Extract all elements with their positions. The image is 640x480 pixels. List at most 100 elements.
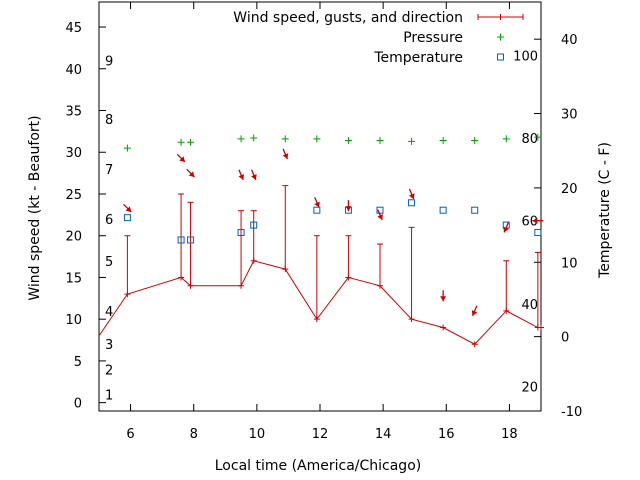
wind-speed-line xyxy=(98,260,541,345)
wind-arrow xyxy=(503,222,510,233)
temperature-point xyxy=(123,214,131,222)
wind-speed-point xyxy=(124,291,131,298)
legend: Wind speed, gusts, and direction Pressure… xyxy=(233,10,524,66)
beaufort-label: 6 xyxy=(105,213,113,228)
legend-label: Wind speed, gusts, and direction xyxy=(233,10,463,26)
y2-tick-label: -10 xyxy=(561,405,582,420)
fahrenheit-label: 40 xyxy=(521,298,538,313)
y-tick-label: 15 xyxy=(65,271,82,286)
wind-speed-point xyxy=(440,324,447,331)
y2-tick-label: 10 xyxy=(561,256,578,271)
pressure-series xyxy=(123,133,542,152)
wind-arrow xyxy=(250,169,257,181)
wind-speed-point xyxy=(238,282,245,289)
wind-arrow-head xyxy=(282,153,289,159)
y-tick-label: 20 xyxy=(65,230,82,245)
legend-swatch-marker xyxy=(497,33,504,41)
wind-speed-series xyxy=(98,257,544,348)
wind-arrow-head xyxy=(314,201,320,208)
wind-arrow xyxy=(377,209,383,221)
pressure-point xyxy=(534,133,542,141)
pressure-point xyxy=(344,137,352,145)
y2-tick-label: 20 xyxy=(561,182,578,197)
wind-speed-point xyxy=(471,341,478,348)
temperature-series xyxy=(123,199,542,244)
x-tick-label: 6 xyxy=(126,427,134,442)
y-tick-label: 10 xyxy=(65,313,82,328)
temperature-point xyxy=(471,206,479,214)
y-axis-title: Wind speed (kt - Beaufort) xyxy=(27,115,43,300)
y2-tick-label: 40 xyxy=(561,33,578,48)
wind-arrow xyxy=(282,148,289,160)
fahrenheit-label: 80 xyxy=(521,132,538,147)
plot-frame xyxy=(98,1,542,412)
pressure-point xyxy=(237,135,245,143)
legend-swatch-marker xyxy=(497,14,504,20)
legend-swatch-marker xyxy=(497,53,504,61)
wind-arrow-head xyxy=(471,310,478,316)
x-tick-label: 16 xyxy=(438,427,455,442)
legend-label: Temperature xyxy=(373,50,463,66)
x-tick-label: 8 xyxy=(190,427,198,442)
pressure-point xyxy=(502,135,510,143)
wind-arrow-head xyxy=(251,174,257,180)
wind-arrow-head xyxy=(377,214,383,220)
pressure-point xyxy=(408,137,416,145)
y2-tick-label: 0 xyxy=(561,331,569,346)
wind-arrow-head xyxy=(503,226,509,233)
wind-speed-point xyxy=(313,316,320,323)
temperature-point xyxy=(250,221,258,229)
pressure-point xyxy=(250,134,258,142)
y-tick-label: 30 xyxy=(65,146,82,161)
x-tick-label: 18 xyxy=(501,427,518,442)
wind-speed-point xyxy=(408,316,415,323)
wind-speed-point xyxy=(345,274,352,281)
pressure-point xyxy=(187,138,195,146)
wind-arrow-head xyxy=(532,217,538,224)
beaufort-label: 7 xyxy=(105,163,113,178)
x-tick-label: 12 xyxy=(312,427,329,442)
wind-speed-point xyxy=(250,257,257,264)
pressure-point xyxy=(376,137,384,145)
wind-arrow xyxy=(408,188,415,200)
legend-label: Pressure xyxy=(403,30,463,46)
wind-speed-point xyxy=(503,307,510,314)
fahrenheit-labels: 20 40 60 80 100 xyxy=(513,50,538,396)
pressure-point xyxy=(123,144,131,152)
beaufort-label: 8 xyxy=(105,113,113,128)
x-tick-label: 10 xyxy=(249,427,266,442)
pressure-point xyxy=(439,137,447,145)
wind-arrow xyxy=(345,200,352,212)
wind-speed-point xyxy=(178,274,185,281)
temperature-point xyxy=(439,206,447,214)
pressure-point xyxy=(313,135,321,143)
y-tick-label: 5 xyxy=(74,355,82,370)
pressure-point xyxy=(471,137,479,145)
wind-arrow xyxy=(238,169,245,181)
wind-arrow xyxy=(471,305,478,317)
wind-speed-point xyxy=(538,324,544,331)
beaufort-label: 1 xyxy=(105,388,113,403)
fahrenheit-label: 100 xyxy=(513,50,538,65)
y-tick-label: 40 xyxy=(65,63,82,78)
wind-arrow xyxy=(186,168,195,178)
wind-arrow-head xyxy=(179,156,185,162)
axes: 6 8 10 12 14 16 18051015202530354045-100102030… xyxy=(65,1,582,442)
wind-arrow xyxy=(176,153,186,163)
temperature-point xyxy=(177,236,185,244)
beaufort-label: 5 xyxy=(105,255,113,270)
wind-speed-point xyxy=(376,282,383,289)
wind-arrow xyxy=(314,197,320,208)
gust-bars xyxy=(124,185,541,328)
wind-arrow xyxy=(532,217,544,224)
wind-arrow-head xyxy=(345,206,352,212)
beaufort-label: 2 xyxy=(105,363,113,378)
wind-arrow-head xyxy=(125,206,132,213)
wind-arrow xyxy=(440,290,447,302)
wind-arrow-head xyxy=(188,171,195,178)
y-tick-label: 45 xyxy=(65,21,82,36)
wind-arrow-head xyxy=(408,193,415,200)
wind-arrow-head xyxy=(440,296,447,302)
